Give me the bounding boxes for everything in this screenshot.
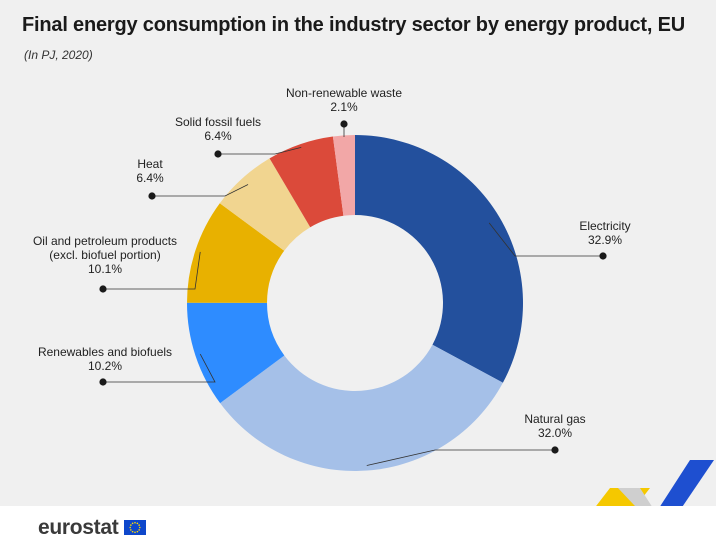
leader-dot-oil-and-petroleum-products-excl-biofuel-portion [99, 285, 107, 293]
eu-flag-star [138, 524, 140, 526]
eu-flag-star [134, 521, 136, 524]
leader-line-solid-fossil-fuels [218, 146, 302, 155]
eu-flag-star [138, 529, 140, 531]
donut-slices [187, 135, 523, 471]
slice-value-solid-fossil-fuels: 6.4% [204, 129, 232, 143]
eu-flag-icon [124, 520, 146, 535]
slice-value-renewables-and-biofuels: 10.2% [88, 359, 122, 373]
footer-bar [0, 506, 716, 545]
leader-line-electricity [488, 222, 603, 257]
eurostat-logo: eurostat [38, 516, 119, 539]
slice-label-non-renewable-waste: Non-renewable waste [286, 86, 402, 100]
eu-flag-star [136, 522, 139, 525]
chart-subtitle: (In PJ, 2020) [24, 48, 93, 62]
slice-label-heat: Heat [137, 157, 163, 171]
slice-solid-fossil-fuels [269, 136, 344, 228]
eu-flag-star [130, 529, 132, 531]
slice-electricity [355, 135, 523, 383]
slice-natural-gas [220, 344, 503, 471]
slice-label-natural-gas: Natural gas [524, 412, 585, 426]
eu-flag-star [139, 526, 141, 529]
slice-value-natural-gas: 32.0% [538, 426, 572, 440]
leader-dot-heat [148, 192, 156, 200]
slice-label-renewables-and-biofuels: Renewables and biofuels [38, 345, 172, 359]
slice-label-solid-fossil-fuels: Solid fossil fuels [175, 115, 261, 129]
eu-flag-star [136, 530, 139, 533]
leader-dot-non-renewable-waste [340, 120, 348, 128]
slice-value-electricity: 32.9% [588, 233, 622, 247]
leader-line-oil-and-petroleum-products-excl-biofuel-portion [103, 251, 201, 290]
leader-dot-electricity [599, 252, 607, 260]
slice-value-heat: 6.4% [136, 171, 164, 185]
eu-flag-star [130, 524, 132, 526]
slice-value-oil-and-petroleum-products-excl-biofuel-portion: 10.1% [88, 262, 122, 276]
slice-renewables-and-biofuels [187, 302, 285, 404]
slice-label-oil-and-petroleum-products-excl-biofuel-portion: (excl. biofuel portion) [49, 248, 160, 262]
slice-label-oil-and-petroleum-products-excl-biofuel-portion: Oil and petroleum products [33, 234, 177, 248]
leader-line-natural-gas [366, 449, 555, 466]
leader-dot-solid-fossil-fuels [214, 150, 222, 158]
leader-dot-renewables-and-biofuels [99, 378, 107, 386]
leader-line-renewables-and-biofuels [103, 353, 216, 383]
leader-line-heat [152, 184, 249, 197]
leader-lines [99, 120, 607, 466]
slice-oil-and-petroleum-products-excl-biofuel-portion [187, 203, 285, 303]
slice-label-electricity: Electricity [579, 219, 630, 233]
slice-heat [219, 158, 311, 251]
slice-value-non-renewable-waste: 2.1% [330, 100, 358, 114]
eu-flag-star [131, 522, 134, 525]
chart-title: Final energy consumption in the industry… [22, 14, 685, 36]
slice-non-renewable-waste [332, 135, 355, 216]
eu-flag-star [129, 526, 131, 529]
eu-flag-star [131, 530, 134, 533]
eu-flag-star [134, 531, 136, 534]
leader-dot-natural-gas [551, 446, 559, 454]
